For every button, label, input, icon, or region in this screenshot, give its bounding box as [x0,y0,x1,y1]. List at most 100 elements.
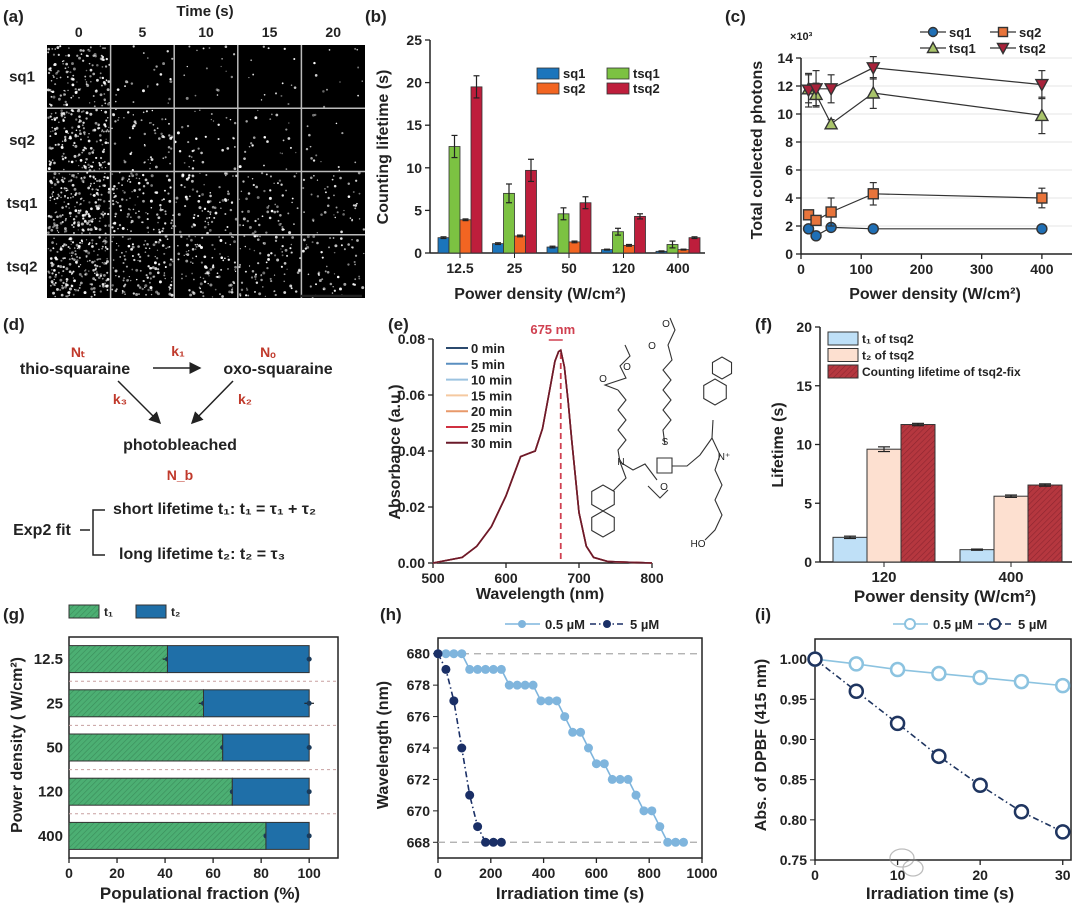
legend-swatch [68,604,100,619]
fluorescent-spot [291,251,293,254]
fluorescent-spot [78,265,80,268]
plot-frame [814,638,1072,861]
fluorescent-spot [286,254,289,257]
fluorescent-spot [111,127,113,130]
data-point [972,669,988,686]
fluorescent-spot [130,219,134,223]
image-cell [47,236,110,298]
fluorescent-spot [204,220,207,223]
fluorescent-spot [107,102,110,106]
chat-bubble-icon [902,859,924,877]
fluorescent-spot [317,273,320,276]
column-label: 5 [139,24,147,40]
fluorescent-spot [266,210,270,214]
fluorescent-spot [156,271,160,275]
fluorescent-spot [185,96,189,100]
image-cell [313,47,363,108]
bond [672,419,714,467]
y-multiplier: ×10³ [790,31,813,43]
fluorescent-spot [271,113,273,116]
fluorescent-spot [146,218,149,221]
x-tick-label: 400 [998,569,1023,586]
fluorescent-spot [357,94,359,97]
fluorescent-spot [70,113,73,116]
fluorescent-spot [73,279,76,283]
fluorescent-spot [245,120,248,123]
fluorescent-spot [289,284,293,288]
fluorescent-spot [99,156,103,160]
fluorescent-spot [123,160,127,164]
fluorescent-spot [301,249,305,253]
fluorescent-spot [204,135,207,138]
fluorescent-spot [248,225,252,229]
fluorescent-spot [68,237,71,241]
fluorescent-spot [127,238,130,241]
fluorescent-spot [130,247,133,251]
fluorescent-spot [87,163,90,167]
legend-marker [989,618,1001,630]
rate-k3: k₃ [113,391,127,407]
data-point [465,790,475,800]
fluorescent-spot [130,172,133,175]
fluorescent-spot [239,248,242,250]
fluorescent-spot [65,62,69,66]
fluorescent-spot [121,235,124,238]
fluorescent-spot [67,245,70,248]
fluorescent-spot [232,53,236,56]
fluorescent-spot [61,284,63,287]
fluorescent-spot [96,64,99,67]
fluorescent-spot [105,119,108,122]
fluorescent-spot [101,166,103,169]
fluorescent-spot [106,271,109,274]
fluorescent-spot [137,215,141,219]
fluorescent-spot [273,290,276,292]
fluorescent-spot [118,223,122,227]
fluorescent-spot [51,195,54,198]
fluorescent-spot [92,161,94,164]
fluorescent-spot [325,265,328,268]
fluorescent-spot [238,293,242,296]
y-tick-label: 0.02 [398,499,425,515]
bar [900,424,936,563]
fluorescent-spot [66,278,68,280]
fluorescent-spot [283,262,287,265]
fluorescent-spot [65,205,68,208]
fluorescent-spot [111,226,114,229]
fluorescent-spot [129,279,132,282]
fluorescent-spot [201,236,204,239]
fluorescent-spot [199,109,201,111]
fluorescent-spot [103,93,106,95]
fluorescent-spot [334,216,336,219]
fluorescent-spot [146,226,150,230]
fluorescent-spot [75,192,78,195]
fluorescent-spot [281,244,284,248]
fluorescent-spot [194,235,196,238]
fluorescent-spot [102,284,105,288]
data-point [889,661,906,678]
fluorescent-spot [92,54,95,57]
fluorescent-spot [94,177,97,180]
fluorescent-spot [95,271,98,274]
data-point [457,649,467,659]
fluorescent-spot [248,265,251,267]
fluorescent-spot [354,204,358,207]
fluorescent-spot [190,238,193,242]
fluorescent-spot [316,179,319,181]
fluorescent-spot [209,194,212,198]
fluorescent-spot [148,281,151,284]
data-point [560,712,570,722]
fluorescent-spot [356,202,358,205]
fluorescent-spot [87,251,91,255]
data-point [848,683,865,699]
fluorescent-spot [244,245,247,248]
fluorescent-spot [233,167,237,171]
y-tick-label: 15 [406,117,422,133]
fluorescent-spot [332,286,334,288]
fluorescent-spot [192,278,195,281]
fluorescent-spot [64,282,68,286]
fluorescent-spot [120,251,123,254]
fluorescent-spot [227,268,229,270]
fluorescent-spot [186,124,190,128]
